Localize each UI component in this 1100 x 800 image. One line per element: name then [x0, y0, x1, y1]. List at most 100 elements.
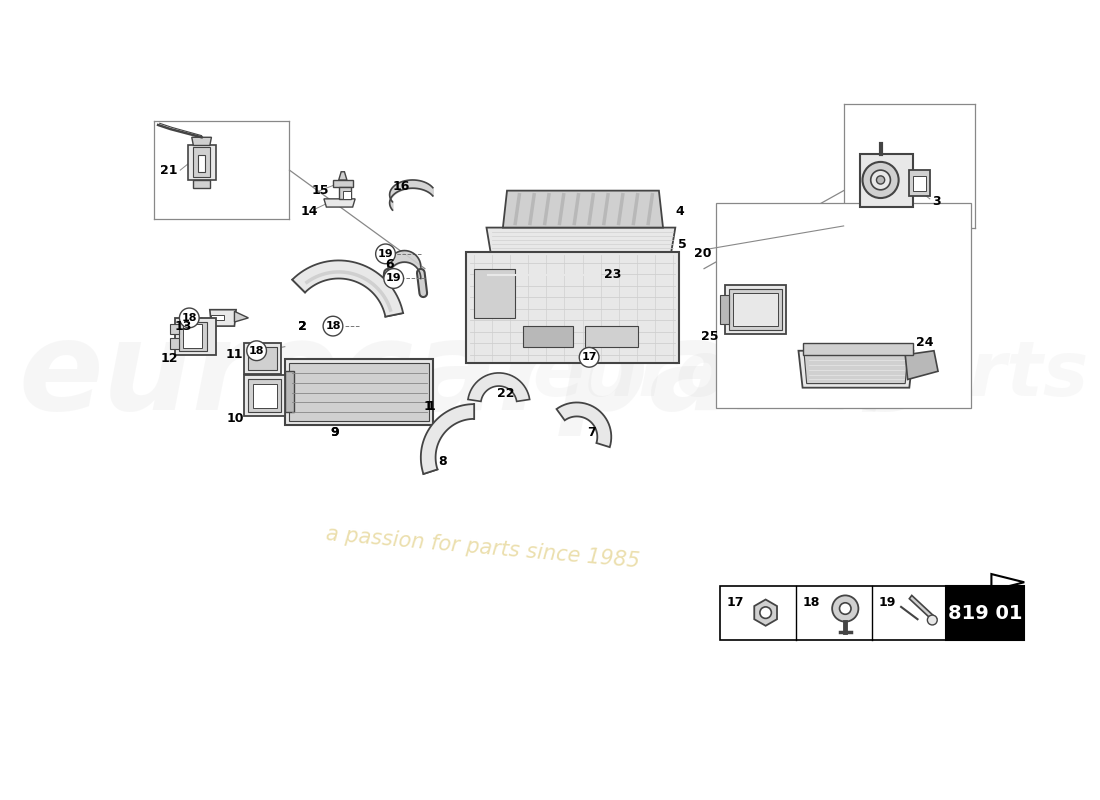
Text: 14: 14 — [300, 205, 318, 218]
Circle shape — [839, 602, 851, 614]
Polygon shape — [524, 326, 573, 346]
Polygon shape — [333, 180, 353, 186]
Polygon shape — [170, 338, 178, 349]
Text: 2: 2 — [298, 320, 307, 333]
Text: 18: 18 — [326, 321, 341, 331]
Polygon shape — [905, 350, 938, 379]
Text: 25: 25 — [702, 330, 718, 343]
Text: 17: 17 — [582, 352, 597, 362]
Text: a passion for parts since 1985: a passion for parts since 1985 — [324, 524, 640, 571]
Text: 18: 18 — [182, 313, 197, 323]
Polygon shape — [175, 318, 216, 355]
Text: 1: 1 — [424, 400, 432, 413]
Circle shape — [927, 615, 937, 625]
Polygon shape — [803, 342, 913, 355]
Text: 13: 13 — [175, 320, 191, 333]
Polygon shape — [910, 595, 936, 622]
Polygon shape — [503, 190, 663, 227]
Text: 19: 19 — [377, 249, 394, 259]
Text: 10: 10 — [227, 411, 244, 425]
Polygon shape — [720, 295, 728, 325]
Text: 19: 19 — [386, 274, 402, 283]
Polygon shape — [244, 375, 285, 417]
Circle shape — [179, 308, 199, 328]
Polygon shape — [188, 146, 216, 180]
Polygon shape — [191, 138, 211, 146]
Circle shape — [246, 341, 266, 361]
Polygon shape — [198, 155, 205, 172]
Circle shape — [376, 244, 395, 264]
Polygon shape — [799, 350, 913, 388]
Polygon shape — [178, 322, 207, 350]
Polygon shape — [486, 269, 602, 281]
Text: 21: 21 — [160, 164, 177, 177]
Text: 17: 17 — [727, 596, 745, 610]
Circle shape — [580, 347, 600, 367]
Polygon shape — [468, 373, 530, 402]
Polygon shape — [211, 315, 223, 319]
Polygon shape — [194, 147, 210, 177]
Polygon shape — [728, 289, 782, 330]
Text: 12: 12 — [161, 353, 178, 366]
Circle shape — [760, 607, 771, 618]
Text: 5: 5 — [678, 238, 686, 250]
Bar — [720, 586, 946, 640]
Polygon shape — [244, 342, 282, 374]
Polygon shape — [253, 383, 277, 408]
Polygon shape — [170, 324, 178, 334]
Text: 4: 4 — [675, 205, 684, 218]
Circle shape — [832, 595, 858, 622]
Polygon shape — [323, 199, 355, 207]
Polygon shape — [289, 363, 429, 421]
Polygon shape — [913, 176, 926, 190]
Text: 819 01: 819 01 — [948, 603, 1023, 622]
Polygon shape — [234, 311, 249, 322]
Polygon shape — [249, 346, 277, 370]
Polygon shape — [860, 154, 913, 207]
Polygon shape — [339, 172, 346, 180]
Text: 22: 22 — [497, 387, 515, 400]
Polygon shape — [339, 186, 351, 199]
Polygon shape — [421, 404, 474, 474]
Text: 8: 8 — [438, 455, 447, 468]
Text: 6: 6 — [385, 258, 394, 271]
Circle shape — [877, 176, 884, 184]
Text: eurocarparts: eurocarparts — [19, 315, 930, 436]
Circle shape — [384, 269, 404, 288]
Polygon shape — [210, 310, 236, 326]
Text: 18: 18 — [249, 346, 264, 356]
Text: 18: 18 — [803, 596, 820, 610]
Polygon shape — [733, 294, 778, 326]
Text: 9: 9 — [330, 426, 339, 439]
Circle shape — [862, 162, 899, 198]
Polygon shape — [293, 261, 403, 317]
Text: 15: 15 — [311, 184, 329, 197]
Text: 20: 20 — [694, 247, 712, 260]
Text: 7: 7 — [587, 426, 596, 439]
Polygon shape — [755, 599, 777, 626]
Polygon shape — [910, 170, 930, 196]
Polygon shape — [466, 252, 680, 363]
Polygon shape — [557, 402, 612, 447]
Polygon shape — [343, 190, 351, 199]
Circle shape — [323, 316, 343, 336]
Polygon shape — [946, 574, 1024, 590]
Text: 16: 16 — [392, 180, 409, 193]
Polygon shape — [194, 180, 210, 188]
Bar — [716, 203, 971, 408]
Polygon shape — [285, 371, 294, 412]
Polygon shape — [249, 379, 282, 412]
Polygon shape — [725, 285, 786, 334]
Text: 9: 9 — [330, 426, 339, 439]
Text: eurocarparts: eurocarparts — [532, 338, 1089, 412]
Circle shape — [871, 170, 890, 190]
Polygon shape — [285, 359, 433, 425]
Polygon shape — [585, 326, 638, 346]
Text: 3: 3 — [933, 195, 940, 208]
Text: 2: 2 — [298, 320, 307, 333]
Text: 11: 11 — [226, 348, 243, 362]
Text: 19: 19 — [878, 596, 895, 610]
Text: 24: 24 — [916, 336, 934, 349]
Polygon shape — [474, 269, 515, 318]
Text: 1: 1 — [427, 400, 436, 413]
